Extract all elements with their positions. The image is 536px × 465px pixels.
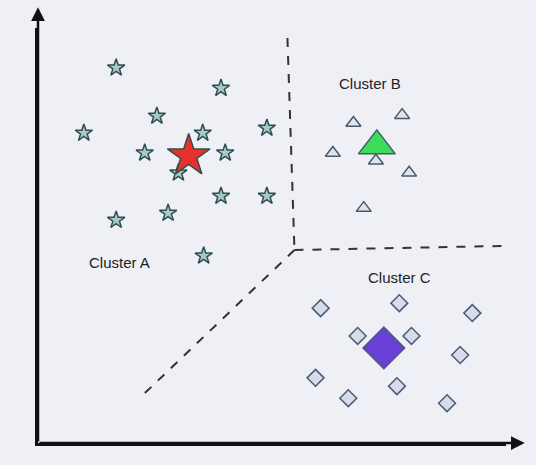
svg-text:Cluster C: Cluster C — [368, 269, 431, 286]
svg-text:Cluster A: Cluster A — [89, 254, 150, 271]
svg-text:Cluster B: Cluster B — [339, 75, 401, 92]
